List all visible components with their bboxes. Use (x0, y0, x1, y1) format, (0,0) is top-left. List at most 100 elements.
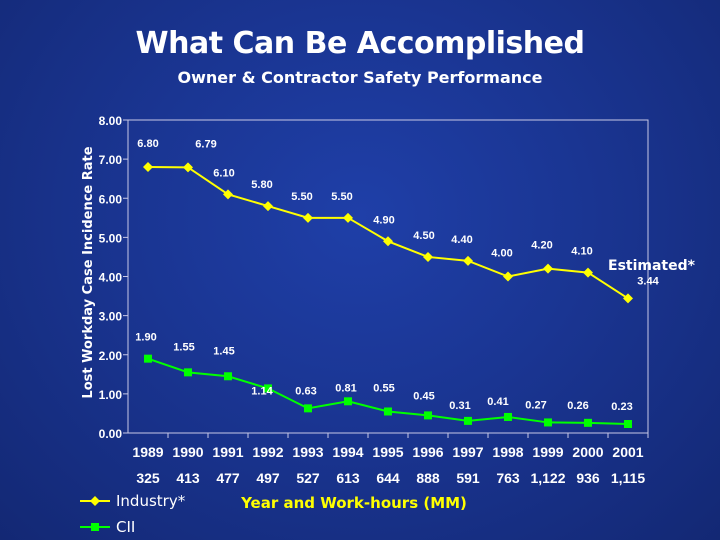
data-point-cii (504, 412, 512, 421)
workhours-label: 613 (336, 470, 360, 486)
x-tick-label: 1993 (292, 444, 323, 460)
data-point-cii (344, 397, 352, 406)
series-line-industry (147, 165, 629, 300)
data-point-cii (304, 404, 312, 413)
y-axis-label: Lost Workday Case Incidence Rate (81, 146, 96, 398)
workhours-label: 527 (296, 470, 320, 486)
data-label: 0.31 (449, 400, 470, 412)
y-tick-label: 4.00 (99, 271, 123, 285)
data-label: 6.10 (213, 167, 234, 179)
x-tick-label: 1996 (412, 444, 443, 460)
x-axis-label: Year and Work-hours (MM) (240, 494, 467, 512)
data-label: 4.50 (413, 230, 434, 242)
y-tick-label: 0.00 (99, 427, 123, 441)
data-point-cii (384, 407, 392, 416)
y-tick-label: 1.00 (99, 388, 123, 402)
data-point-industry (583, 267, 593, 278)
data-point-cii (544, 418, 552, 427)
data-point-industry (143, 161, 153, 172)
workhours-label: 497 (256, 470, 280, 486)
data-label: 1.55 (173, 341, 194, 353)
data-label: 0.45 (413, 390, 434, 402)
data-point-cii (424, 411, 432, 420)
data-label: 5.50 (331, 191, 352, 203)
legend-swatch-cii (80, 523, 110, 531)
x-tick-label: 1989 (132, 444, 163, 460)
chart-title: What Can Be Accomplished (135, 26, 585, 61)
y-tick-label: 6.00 (99, 192, 123, 206)
y-tick-label: 8.00 (99, 114, 123, 128)
data-label: 0.81 (335, 382, 356, 394)
data-label: 0.23 (611, 401, 632, 413)
legend: Industry* CII (80, 488, 185, 540)
legend-label-cii: CII (116, 518, 136, 536)
y-tick-label: 2.00 (99, 349, 123, 363)
data-point-cii (624, 420, 632, 429)
x-tick-label: 1991 (212, 444, 243, 460)
data-point-cii (584, 418, 592, 427)
legend-item-industry: Industry* (80, 488, 185, 514)
x-tick-label: 1990 (172, 444, 203, 460)
data-point-industry (183, 162, 193, 173)
data-point-cii (264, 384, 272, 393)
legend-label-industry: Industry* (116, 492, 186, 510)
x-tick-label: 1997 (452, 444, 483, 460)
workhours-label: 477 (216, 470, 240, 486)
data-point-industry (423, 251, 433, 262)
data-point-industry (223, 189, 233, 200)
data-point-cii (464, 416, 472, 425)
data-label: 5.50 (291, 191, 312, 203)
x-tick-label: 1998 (492, 444, 523, 460)
workhours-label: 591 (456, 470, 480, 486)
data-label: 0.27 (525, 399, 546, 411)
data-label: 0.26 (567, 400, 588, 412)
workhours-label: 325 (136, 470, 160, 486)
data-point-industry (503, 271, 513, 282)
data-label: 6.79 (195, 138, 216, 150)
data-point-cii (224, 372, 232, 381)
data-label: 5.80 (251, 179, 272, 191)
workhours-label: 413 (176, 470, 200, 486)
data-label: 4.20 (531, 240, 552, 252)
data-label: 0.63 (295, 385, 316, 397)
workhours-label: 1,115 (611, 470, 645, 486)
x-tick-label: 1992 (252, 444, 283, 460)
annotation-estimated: Estimated* (608, 258, 696, 274)
data-point-industry (463, 255, 473, 266)
data-label: 4.90 (373, 214, 394, 226)
legend-swatch-industry (80, 496, 110, 506)
data-label: 4.10 (571, 246, 592, 258)
legend-item-cii: CII (80, 514, 185, 540)
data-label: 0.55 (373, 382, 394, 394)
y-tick-label: 5.00 (99, 231, 123, 245)
x-tick-label: 1995 (372, 444, 403, 460)
workhours-label: 888 (416, 470, 440, 486)
workhours-label: 936 (576, 470, 600, 486)
y-tick-label: 7.00 (99, 153, 123, 167)
x-tick-label: 2000 (572, 444, 603, 460)
workhours-label: 763 (496, 470, 520, 486)
data-label: 0.41 (487, 396, 508, 408)
data-label: 4.00 (491, 248, 512, 260)
data-point-industry (543, 263, 553, 274)
data-point-industry (623, 293, 633, 304)
data-label: 3.44 (637, 275, 659, 287)
data-point-industry (303, 212, 313, 223)
data-point-cii (144, 354, 152, 363)
chart-subtitle: Owner & Contractor Safety Performance (177, 68, 543, 87)
data-point-cii (184, 368, 192, 377)
data-label: 1.90 (135, 332, 156, 344)
data-label: 1.14 (251, 385, 273, 397)
workhours-label: 644 (376, 470, 400, 486)
workhours-label: 1,122 (530, 470, 565, 486)
data-point-industry (383, 236, 393, 247)
data-label: 4.40 (451, 234, 472, 246)
x-tick-label: 1999 (532, 444, 563, 460)
data-label: 6.80 (137, 138, 158, 150)
y-tick-label: 3.00 (99, 310, 123, 324)
data-label: 1.45 (213, 345, 234, 357)
x-tick-label: 1994 (332, 444, 363, 460)
x-tick-label: 2001 (612, 444, 643, 460)
data-point-industry (343, 212, 353, 223)
